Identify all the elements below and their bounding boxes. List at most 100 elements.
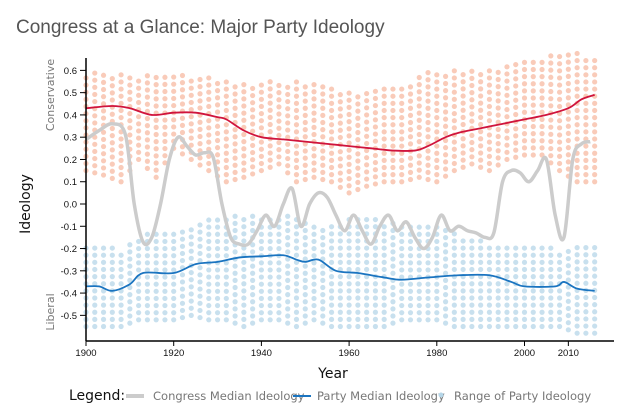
- dem-range-dot: [381, 316, 387, 322]
- rep-range-dot: [521, 109, 528, 115]
- dem-range-dot: [179, 257, 186, 264]
- dem-range-dot: [276, 224, 282, 230]
- rep-range-dot: [574, 129, 580, 135]
- rep-range-dot: [153, 153, 159, 159]
- rep-range-dot: [504, 64, 510, 70]
- rep-range-dot: [100, 94, 107, 100]
- dem-range-dot: [250, 213, 256, 219]
- rep-range-dot: [434, 93, 440, 99]
- rep-range-dot: [390, 172, 396, 178]
- dem-range-dot: [258, 317, 264, 323]
- dem-range-dot: [425, 267, 431, 273]
- dem-range-dot: [346, 295, 352, 301]
- rep-range-dot: [469, 90, 475, 96]
- rep-range-dot: [556, 125, 563, 131]
- rep-range-dot: [197, 126, 203, 132]
- dem-range-dot: [556, 252, 563, 258]
- dem-range-dot: [486, 316, 493, 322]
- rep-range-dot: [530, 109, 536, 115]
- rep-range-dot: [513, 97, 519, 103]
- dem-range-dot: [556, 295, 563, 301]
- rep-range-dot: [399, 164, 405, 171]
- dem-range-dot: [127, 306, 133, 312]
- rep-range-dot: [434, 107, 440, 114]
- dem-range-dot: [355, 302, 361, 308]
- dem-range-dot: [232, 213, 238, 219]
- rep-range-dot: [495, 141, 501, 147]
- rep-range-dot: [364, 162, 370, 168]
- rep-range-dot: [188, 128, 194, 134]
- rep-range-dot: [223, 107, 229, 114]
- dem-range-dot: [328, 323, 335, 330]
- dem-range-dot: [276, 260, 282, 266]
- dem-range-dot: [504, 266, 510, 273]
- dem-range-dot: [390, 270, 396, 276]
- rep-range-dot: [407, 169, 414, 175]
- dem-range-dot: [293, 238, 300, 244]
- rep-range-dot: [241, 167, 247, 173]
- rep-range-dot: [337, 92, 343, 98]
- rep-range-dot: [583, 179, 589, 185]
- rep-range-dot: [232, 91, 238, 97]
- rep-range-dot: [214, 130, 221, 137]
- dem-range-dot: [162, 238, 168, 245]
- dem-range-dot: [311, 274, 317, 280]
- rep-range-dot: [425, 176, 431, 183]
- rep-range-dot: [241, 82, 247, 88]
- rep-range-dot: [179, 72, 186, 79]
- rep-range-dot: [539, 95, 545, 101]
- rep-range-dot: [267, 129, 273, 135]
- rep-range-dot: [451, 75, 457, 81]
- rep-range-dot: [346, 140, 352, 146]
- rep-range-dot: [425, 127, 431, 133]
- dem-range-dot: [416, 295, 422, 302]
- dem-range-dot: [258, 302, 264, 309]
- dem-range-dot: [302, 299, 308, 305]
- rep-range-dot: [302, 148, 308, 154]
- rep-range-dot: [179, 80, 186, 86]
- dem-range-dot: [372, 252, 379, 258]
- rep-range-dot: [109, 97, 115, 103]
- rep-range-dot: [416, 117, 422, 123]
- rep-range-dot: [355, 158, 361, 164]
- rep-range-dot: [407, 119, 414, 126]
- rep-range-dot: [434, 79, 440, 85]
- rep-range-dot: [92, 98, 98, 105]
- rep-range-dot: [197, 76, 203, 83]
- rep-range-dot: [337, 177, 343, 183]
- y-tick-label: 0.4: [64, 110, 77, 121]
- dem-range-dot: [478, 238, 484, 244]
- rep-range-dot: [442, 102, 449, 108]
- rep-range-dot: [416, 167, 422, 173]
- rep-range-dot: [346, 168, 352, 175]
- rep-range-dot: [478, 100, 484, 106]
- rep-range-dot: [337, 113, 343, 119]
- rep-range-dot: [399, 114, 405, 121]
- rep-range-dot: [416, 96, 422, 102]
- dem-range-dot: [232, 313, 238, 319]
- rep-range-dot: [346, 190, 352, 196]
- dem-range-dot: [127, 277, 133, 283]
- rep-range-dot: [127, 110, 133, 117]
- dem-range-dot: [381, 288, 387, 294]
- dem-range-dot: [407, 281, 414, 287]
- dem-range-dot: [407, 245, 414, 252]
- dem-range-dot: [592, 330, 598, 336]
- dem-range-dot: [100, 323, 107, 330]
- rep-range-dot: [513, 126, 519, 132]
- dem-range-dot: [109, 309, 115, 315]
- rep-range-dot: [504, 114, 510, 120]
- rep-range-dot: [364, 176, 370, 182]
- dem-range-dot: [127, 313, 133, 319]
- dem-range-dot: [469, 309, 475, 315]
- dem-range-dot: [451, 295, 457, 301]
- rep-range-dot: [92, 148, 98, 155]
- rep-range-dot: [425, 91, 431, 97]
- rep-range-dot: [171, 131, 177, 137]
- dem-range-dot: [171, 238, 177, 245]
- rep-range-dot: [197, 98, 203, 104]
- dem-range-dot: [136, 253, 142, 259]
- rep-range-dot: [425, 162, 431, 168]
- rep-range-dot: [469, 147, 475, 153]
- dem-range-dot: [399, 302, 405, 309]
